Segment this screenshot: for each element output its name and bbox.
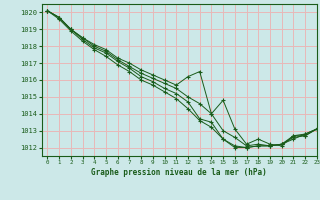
X-axis label: Graphe pression niveau de la mer (hPa): Graphe pression niveau de la mer (hPa): [91, 168, 267, 177]
